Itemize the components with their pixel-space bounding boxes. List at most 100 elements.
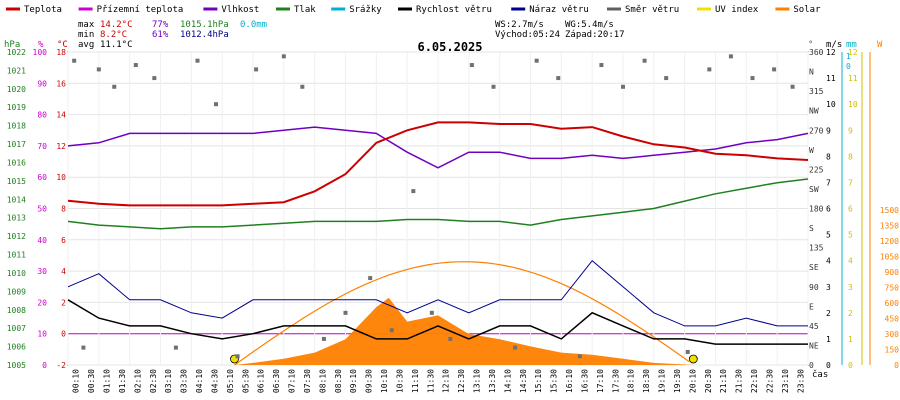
hpa-tick-9: 1013 <box>7 214 26 223</box>
time-tick-40: 20:10 <box>688 369 697 393</box>
pct-tick-8: 20 <box>37 298 47 307</box>
dir-tick-10: 135 <box>809 244 824 253</box>
wind-dir-point-14 <box>343 310 348 315</box>
wind-dir-point-22 <box>513 345 518 350</box>
w-tick-9: 150 <box>885 346 900 355</box>
ms-tick-10: 2 <box>826 309 831 318</box>
wind-dir-point-19 <box>448 336 453 341</box>
time-tick-42: 21:10 <box>719 369 728 393</box>
pct-tick-0: 100 <box>33 48 48 57</box>
sunset-marker <box>688 354 698 364</box>
hpa-tick-10: 1012 <box>7 232 26 241</box>
stat-sunrise: Východ:05:24 <box>495 30 560 40</box>
wind-dir-point-16 <box>389 328 394 333</box>
degc-tick-9: 0 <box>61 330 66 339</box>
wind-dir-point-26 <box>599 63 604 68</box>
uv-tick-7: 5 <box>848 231 853 240</box>
wind-dir-point-9 <box>235 354 240 359</box>
stat-temp-min: 8.2°C <box>100 30 127 40</box>
pct-tick-5: 50 <box>37 205 47 214</box>
time-tick-18: 09:10 <box>349 369 358 393</box>
hpa-tick-4: 1018 <box>7 122 26 131</box>
ms-tick-2: 10 <box>826 100 836 109</box>
uv-tick-3: 9 <box>848 126 853 135</box>
stat-hum-min: 61% <box>152 30 169 40</box>
time-tick-23: 11:30 <box>426 369 435 393</box>
stat-press-max: 1015.1hPa <box>180 20 229 30</box>
wind-dir-point-3 <box>112 84 117 89</box>
pct-tick-3: 70 <box>37 142 47 151</box>
time-tick-33: 16:30 <box>580 369 589 393</box>
legend-label-9: Solar <box>793 5 821 15</box>
time-tick-26: 13:10 <box>473 369 482 393</box>
ms-tick-12: 0 <box>826 361 831 370</box>
axis-header-mm: mm <box>846 40 857 50</box>
legend-label-8: UV index <box>715 5 759 15</box>
ms-tick-8: 4 <box>826 257 831 266</box>
time-tick-20: 10:10 <box>380 369 389 393</box>
series-humidity <box>67 126 809 169</box>
degc-tick-8: 2 <box>61 298 66 307</box>
time-tick-10: 05:10 <box>226 369 235 393</box>
wind-dir-point-35 <box>790 84 795 89</box>
ms-tick-4: 8 <box>826 152 831 161</box>
ms-tick-0: 12 <box>826 48 836 57</box>
time-tick-12: 06:10 <box>257 369 266 393</box>
time-tick-29: 14:30 <box>519 369 528 393</box>
degc-tick-1: 16 <box>56 79 66 88</box>
wind-dir-point-21 <box>491 84 496 89</box>
uv-tick-4: 8 <box>848 152 853 161</box>
dir-tick-16: 0 <box>809 361 814 370</box>
stat-hum-max: 77% <box>152 20 169 30</box>
time-tick-14: 07:10 <box>288 369 297 393</box>
wind-dir-point-23 <box>534 58 539 63</box>
time-tick-43: 21:30 <box>735 369 744 393</box>
uv-tick-11: 1 <box>848 335 853 344</box>
hpa-tick-1: 1021 <box>7 66 26 75</box>
stat-press-min: 1012.4hPa <box>180 30 229 40</box>
hpa-tick-11: 1011 <box>7 251 26 260</box>
ms-tick-9: 3 <box>826 283 831 292</box>
w-tick-5: 750 <box>885 284 900 293</box>
pct-tick-4: 60 <box>37 173 47 182</box>
hpa-tick-7: 1015 <box>7 177 26 186</box>
time-tick-38: 19:10 <box>658 369 667 393</box>
uv-tick-1: 11 <box>848 74 858 83</box>
mm-tick-0: 1 <box>846 52 851 61</box>
stat-ws: WS:2.7m/s <box>495 20 544 30</box>
wind-dir-point-32 <box>728 54 733 59</box>
dir-tick-4: 270 <box>809 126 824 135</box>
uv-tick-8: 4 <box>848 257 853 266</box>
wind-dir-point-1 <box>81 345 86 350</box>
uv-tick-12: 0 <box>848 361 853 370</box>
time-tick-16: 08:10 <box>318 369 327 393</box>
wind-dir-point-27 <box>621 84 625 89</box>
w-tick-10: 0 <box>894 361 899 370</box>
time-tick-15: 07:30 <box>303 369 312 393</box>
time-tick-19: 09:30 <box>365 369 374 393</box>
degc-tick-10: -2 <box>56 361 66 370</box>
w-tick-7: 450 <box>885 315 900 324</box>
solar-area <box>68 297 808 365</box>
legend-label-4: Srážky <box>349 5 382 15</box>
wind-dir-point-34 <box>772 67 777 72</box>
stat-temp-max: 14.2°C <box>100 20 133 30</box>
wind-dir-point-20 <box>469 63 474 68</box>
hpa-tick-16: 1006 <box>7 343 26 352</box>
stat-min-label: min <box>78 30 94 40</box>
legend-label-1: Přízemní teplota <box>97 5 184 15</box>
time-tick-17: 08:30 <box>334 369 343 393</box>
wind-dir-point-4 <box>133 63 138 68</box>
wind-dir-point-11 <box>281 54 286 59</box>
time-tick-1: 00:30 <box>87 369 96 393</box>
w-tick-1: 1350 <box>880 222 899 231</box>
time-tick-34: 17:10 <box>596 369 605 393</box>
wind-dir-point-33 <box>750 76 755 81</box>
hpa-tick-15: 1007 <box>7 324 26 333</box>
pct-tick-10: 0 <box>42 361 47 370</box>
time-tick-11: 05:30 <box>241 369 250 393</box>
uv-tick-6: 6 <box>848 205 853 214</box>
uv-tick-0: 12 <box>848 48 858 57</box>
wind-dir-point-30 <box>685 349 690 354</box>
